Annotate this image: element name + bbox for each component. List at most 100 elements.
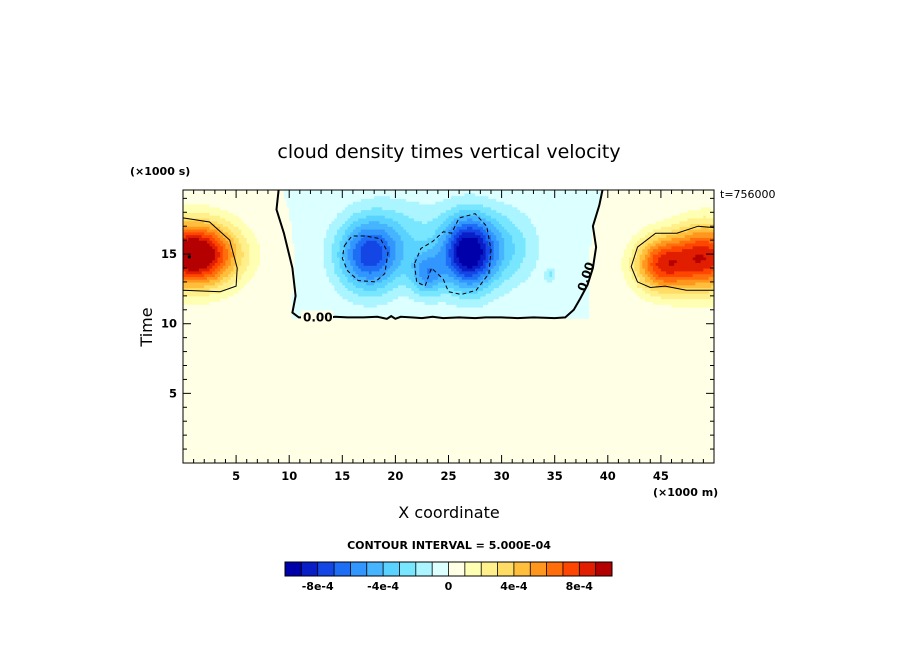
heatmap-cell xyxy=(212,220,216,225)
heatmap-cell xyxy=(225,212,229,216)
heatmap-cell xyxy=(236,443,240,447)
heatmap-cell xyxy=(230,217,235,222)
heatmap-cell xyxy=(193,390,197,394)
heatmap-cell xyxy=(201,371,205,375)
heatmap-cell xyxy=(222,190,227,194)
heatmap-cell xyxy=(190,371,195,375)
heatmap-cell xyxy=(196,446,200,450)
heatmap-cell xyxy=(196,229,200,233)
heatmap-cell xyxy=(236,256,240,261)
heatmap-cell xyxy=(198,390,203,394)
heatmap-cell xyxy=(228,273,232,277)
heatmap-cell xyxy=(201,396,205,400)
heatmap-cell xyxy=(196,443,200,447)
heatmap-cell xyxy=(230,312,235,316)
heatmap-cell xyxy=(201,362,205,367)
heatmap-cell xyxy=(214,229,219,233)
heatmap-cell xyxy=(241,334,245,339)
heatmap-cell xyxy=(214,201,219,205)
heatmap-cell xyxy=(198,203,203,208)
heatmap-cell xyxy=(209,412,213,417)
heatmap-cell xyxy=(236,281,240,286)
heatmap-cell xyxy=(225,309,229,314)
heatmap-cell xyxy=(209,298,213,303)
heatmap-cell xyxy=(233,348,237,353)
heatmap-cell xyxy=(222,287,227,291)
heatmap-cell xyxy=(183,248,187,252)
heatmap-cell xyxy=(198,412,203,417)
heatmap-cell xyxy=(185,315,189,319)
heatmap-cell xyxy=(230,215,235,219)
heatmap-cell xyxy=(204,217,208,222)
heatmap-cell xyxy=(206,323,211,328)
heatmap-cell xyxy=(185,287,189,291)
heatmap-cell xyxy=(217,279,221,283)
heatmap-cell xyxy=(230,382,235,386)
heatmap-cell xyxy=(201,449,205,453)
heatmap-cell xyxy=(233,410,237,414)
heatmap-cell xyxy=(230,273,235,277)
heatmap-cell xyxy=(222,346,227,350)
heatmap-cell xyxy=(217,357,221,361)
heatmap-cell xyxy=(183,287,187,291)
heatmap-cell xyxy=(241,346,245,350)
heatmap-cell xyxy=(236,460,240,463)
heatmap-cell xyxy=(238,337,243,342)
heatmap-cell xyxy=(228,396,232,400)
heatmap-cell xyxy=(201,240,205,244)
heatmap-cell xyxy=(212,231,216,236)
heatmap-cell xyxy=(225,418,229,422)
heatmap-cell xyxy=(225,270,229,275)
heatmap-cell xyxy=(230,298,235,303)
heatmap-cell xyxy=(236,215,240,219)
heatmap-cell xyxy=(217,198,221,202)
heatmap-cell xyxy=(222,281,227,286)
heatmap-cell xyxy=(230,346,235,350)
heatmap-cell xyxy=(214,259,219,264)
heatmap-cell xyxy=(222,376,227,381)
heatmap-cell xyxy=(236,371,240,375)
heatmap-cell xyxy=(241,329,245,333)
heatmap-cell xyxy=(193,298,197,303)
heatmap-cell xyxy=(220,332,224,336)
heatmap-cell xyxy=(217,376,221,381)
heatmap-cell xyxy=(198,407,203,411)
heatmap-cell xyxy=(201,192,205,197)
heatmap-cell xyxy=(185,240,189,244)
heatmap-cell xyxy=(233,415,237,420)
heatmap-cell xyxy=(188,231,192,236)
heatmap-cell xyxy=(212,454,216,459)
heatmap-cell xyxy=(190,390,195,394)
heatmap-cell xyxy=(230,231,235,236)
heatmap-cell xyxy=(238,340,243,344)
heatmap-cell xyxy=(204,460,208,463)
heatmap-cell xyxy=(214,429,219,433)
heatmap-cell xyxy=(230,318,235,322)
heatmap-cell xyxy=(214,192,219,197)
heatmap-cell xyxy=(190,223,195,227)
heatmap-cell xyxy=(209,312,213,316)
heatmap-cell xyxy=(238,451,243,456)
heatmap-cell xyxy=(209,237,213,241)
heatmap-cell xyxy=(228,337,232,342)
heatmap-cell xyxy=(212,457,216,461)
heatmap-cell xyxy=(209,284,213,289)
heatmap-cell xyxy=(209,424,213,428)
heatmap-cell xyxy=(196,418,200,422)
heatmap-cell xyxy=(196,248,200,252)
heatmap-cell xyxy=(222,320,227,325)
heatmap-cell xyxy=(190,346,195,350)
heatmap-cell xyxy=(238,407,243,411)
heatmap-cell xyxy=(238,437,243,442)
heatmap-cell xyxy=(228,385,232,389)
heatmap-cell xyxy=(183,262,187,266)
heatmap-cell xyxy=(238,454,243,459)
heatmap-cell xyxy=(214,256,219,261)
heatmap-cell xyxy=(206,270,211,275)
heatmap-cell xyxy=(204,259,208,264)
heatmap-cell xyxy=(190,435,195,439)
heatmap-cell xyxy=(241,426,245,431)
heatmap-cell xyxy=(241,396,245,400)
heatmap-cell xyxy=(233,281,237,286)
heatmap-cell xyxy=(206,401,211,406)
